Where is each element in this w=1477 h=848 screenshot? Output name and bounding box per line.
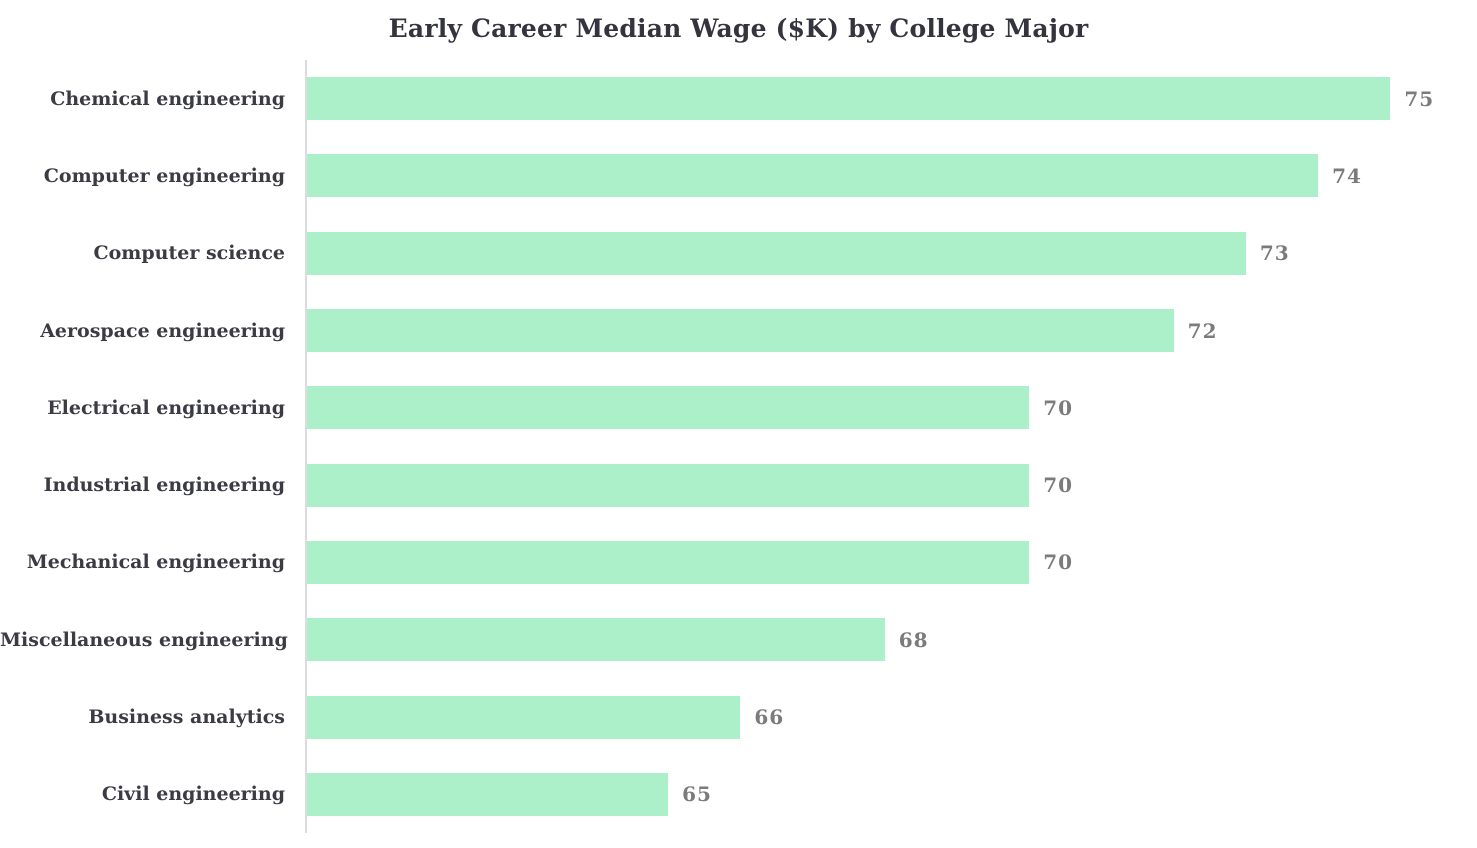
category-label: Computer science [93,242,285,265]
category-label: Mechanical engineering [26,551,285,574]
bar-row: Civil engineering 65 [0,755,1477,833]
bar-track: 66 [305,678,1477,756]
category-label: Miscellaneous engineering [0,628,288,651]
bar-track: 70 [305,446,1477,524]
bar [307,540,1030,584]
bar-track: 65 [305,755,1477,833]
category-label: Business analytics [88,706,285,729]
value-label: 65 [682,782,712,807]
bar-row: Chemical engineering 75 [0,60,1477,138]
bar-track: 72 [305,291,1477,370]
bar [307,618,885,662]
value-label: 73 [1259,241,1290,266]
value-label: 70 [1043,395,1074,420]
bar-row: Miscellaneous engineering 68 [0,601,1477,679]
bar [307,77,1391,121]
bar-row: Aerospace engineering 72 [0,291,1477,370]
category-label: Computer engineering [43,164,285,187]
bar-row: Computer science 73 [0,214,1477,292]
value-label: 75 [1404,86,1435,111]
bar-row: Computer engineering 74 [0,137,1477,215]
category-label: Civil engineering [101,783,285,806]
chart-rows: Chemical engineering 75 Computer enginee… [0,60,1477,833]
bar [307,386,1030,430]
bar [307,463,1030,507]
value-label: 72 [1187,318,1218,343]
value-label: 68 [898,627,929,652]
value-label: 66 [754,705,785,730]
bar-track: 74 [305,137,1477,215]
value-label: 74 [1332,163,1362,188]
bar-track: 68 [305,601,1477,679]
bar [307,309,1174,353]
chart-title: Early Career Median Wage ($K) by College… [388,14,1089,43]
bar-track: 75 [305,60,1477,138]
category-label: Aerospace engineering [40,319,285,342]
bar [307,231,1246,275]
bar-track: 73 [305,214,1477,292]
bar-row: Industrial engineering 70 [0,446,1477,524]
bar [307,154,1319,198]
bar [307,772,669,816]
bar-row: Business analytics 66 [0,678,1477,756]
bar-track: 70 [305,523,1477,602]
category-label: Industrial engineering [43,474,285,497]
category-label: Electrical engineering [47,396,285,419]
category-label: Chemical engineering [50,87,285,110]
value-label: 70 [1043,473,1074,498]
bar-row: Electrical engineering 70 [0,369,1477,447]
bar [307,695,741,739]
bar-row: Mechanical engineering 70 [0,523,1477,602]
bar-track: 70 [305,369,1477,447]
value-label: 70 [1043,550,1074,575]
